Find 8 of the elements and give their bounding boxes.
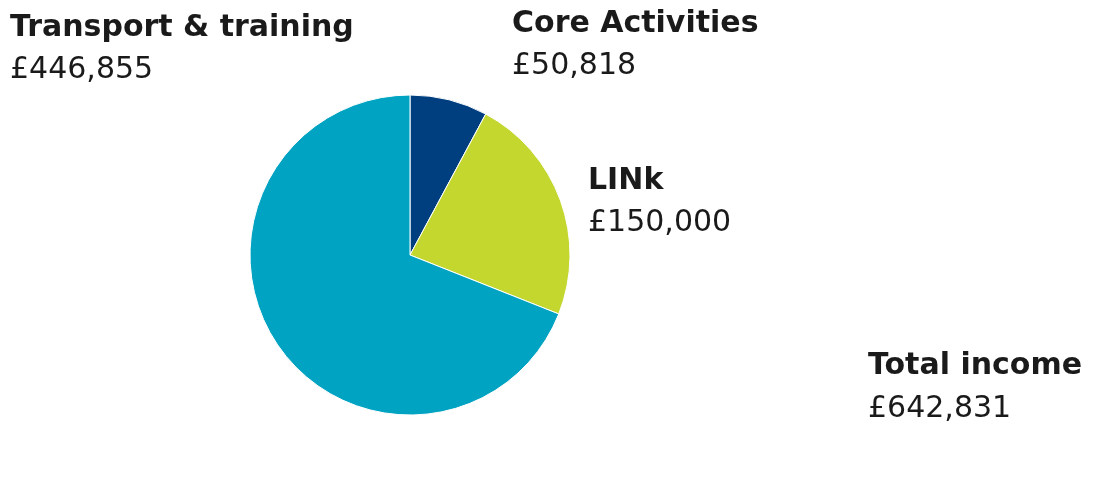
slice-label: Core Activities (512, 4, 759, 39)
text: £642,831 (868, 389, 1012, 424)
slice-label: Transport & training (10, 8, 354, 43)
data-label: £50,818 (512, 46, 637, 81)
slice-label: LINk (588, 161, 665, 196)
data-label: £446,855 (10, 50, 154, 85)
data-label: £150,000 (588, 203, 732, 238)
text: Total income (868, 346, 1083, 381)
